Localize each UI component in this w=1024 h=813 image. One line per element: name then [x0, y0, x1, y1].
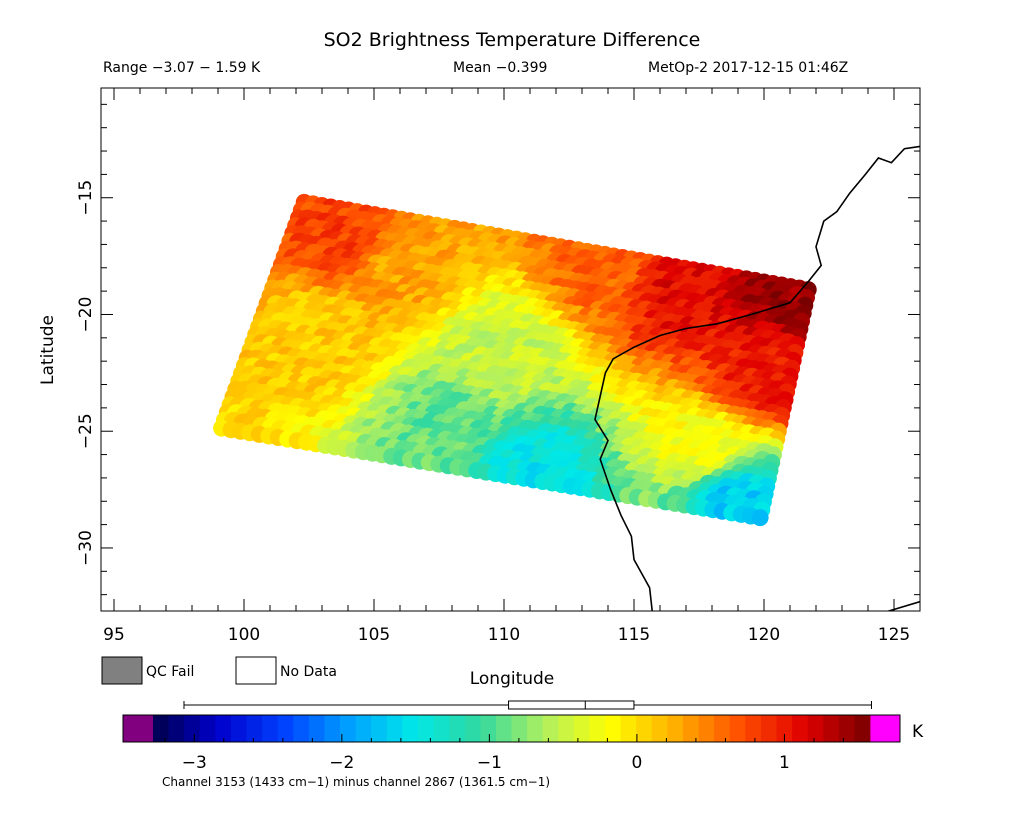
qc-fail-swatch [101, 656, 143, 685]
colorbar-segment [184, 715, 201, 742]
colorbar-segment [153, 715, 169, 742]
x-tick-label: 95 [103, 625, 125, 645]
colorbar-segment [854, 715, 871, 742]
colorbar-segment [729, 715, 746, 742]
colorbar-tick-label: 0 [631, 753, 642, 773]
colorbar-segment [230, 715, 247, 742]
colorbar-segment [355, 715, 372, 742]
no-data-label: No Data [280, 664, 337, 680]
colorbar-segment [293, 715, 310, 742]
colorbar-segment [511, 715, 528, 742]
colorbar-segment [807, 715, 824, 742]
x-tick-label: 105 [358, 625, 390, 645]
coastline-south [885, 600, 920, 611]
x-axis-label: Longitude [470, 669, 555, 689]
colorbar-segment [402, 715, 419, 742]
x-tick-label: 110 [488, 625, 520, 645]
colorbar-under [123, 715, 153, 742]
colorbar-segment [667, 715, 684, 742]
plot-frame [100, 87, 921, 612]
colorbar-segment [838, 715, 855, 742]
colorbar-segment [823, 715, 840, 742]
colorbar-segment [480, 715, 497, 742]
colorbar-segment [620, 715, 637, 742]
colorbar-segment [371, 715, 388, 742]
colorbar-segment [714, 715, 731, 742]
y-tick-label: −25 [76, 413, 96, 449]
x-axis-ticks: 95 100 105 110 115 120 125 [103, 88, 910, 645]
colorbar-unit: K [912, 722, 924, 742]
colorbar-segment [433, 715, 450, 742]
colorbar-segment [698, 715, 715, 742]
colorbar-segment [464, 715, 481, 742]
chart-caption: Channel 3153 (1433 cm−1) minus channel 2… [162, 775, 550, 789]
colorbar-segment [449, 715, 466, 742]
y-axis-label: Latitude [38, 315, 58, 385]
x-tick-label: 125 [878, 625, 910, 645]
mean-readout: Mean −0.399 [453, 60, 547, 76]
colorbar-segment [308, 715, 325, 742]
x-tick-label: 115 [618, 625, 650, 645]
colorbar-segment [558, 715, 575, 742]
colorbar-segment [324, 715, 341, 742]
colorbar-boxplot [183, 700, 872, 710]
x-tick-label: 120 [748, 625, 780, 645]
colorbar-segment [651, 715, 668, 742]
colorbar-segment [776, 715, 793, 742]
colorbar-segment [682, 715, 699, 742]
colorbar-tick-label: 1 [779, 753, 790, 773]
colorbar-segment [386, 715, 403, 742]
y-tick-label: −15 [76, 180, 96, 216]
range-readout: Range −3.07 − 1.59 K [103, 60, 261, 76]
x-tick-label: 100 [228, 625, 260, 645]
colorbar-segment [573, 715, 590, 742]
colorbar-segment [760, 715, 777, 742]
swath-field [213, 193, 817, 527]
colorbar-segment [417, 715, 434, 742]
colorbar-segment [262, 715, 279, 742]
colorbar-segment [168, 715, 185, 742]
colorbar-tick-label: −1 [477, 753, 502, 773]
y-tick-label: −20 [76, 297, 96, 333]
colorbar-segment [495, 715, 512, 742]
y-axis-ticks: −15 −20 −25 −30 [76, 103, 920, 596]
colorbar: −3 −2 −1 0 1 [122, 714, 901, 773]
qc-fail-label: QC Fail [146, 664, 194, 680]
colorbar-segment [527, 715, 544, 742]
colorbar-segment [215, 715, 232, 742]
colorbar-segment [792, 715, 809, 742]
colorbar-segment [277, 715, 294, 742]
colorbar-segment [636, 715, 653, 742]
colorbar-frame [122, 714, 901, 743]
colorbar-segment [199, 715, 216, 742]
chart-title: SO2 Brightness Temperature Difference [324, 29, 701, 51]
no-data-swatch [235, 656, 277, 685]
y-tick-label: −30 [76, 530, 96, 566]
colorbar-tick-label: −2 [329, 753, 354, 773]
colorbar-tick-label: −3 [182, 753, 207, 773]
colorbar-segment [745, 715, 762, 742]
colorbar-over [870, 715, 900, 742]
swath-footprint [751, 509, 769, 527]
coastline [594, 145, 920, 611]
colorbar-segment [340, 715, 357, 742]
boxplot-box [508, 700, 635, 710]
satellite-time-readout: MetOp-2 2017-12-15 01:46Z [648, 60, 848, 76]
colorbar-segment [542, 715, 559, 742]
colorbar-segment [605, 715, 622, 742]
colorbar-segment [246, 715, 263, 742]
colorbar-segment [589, 715, 606, 742]
